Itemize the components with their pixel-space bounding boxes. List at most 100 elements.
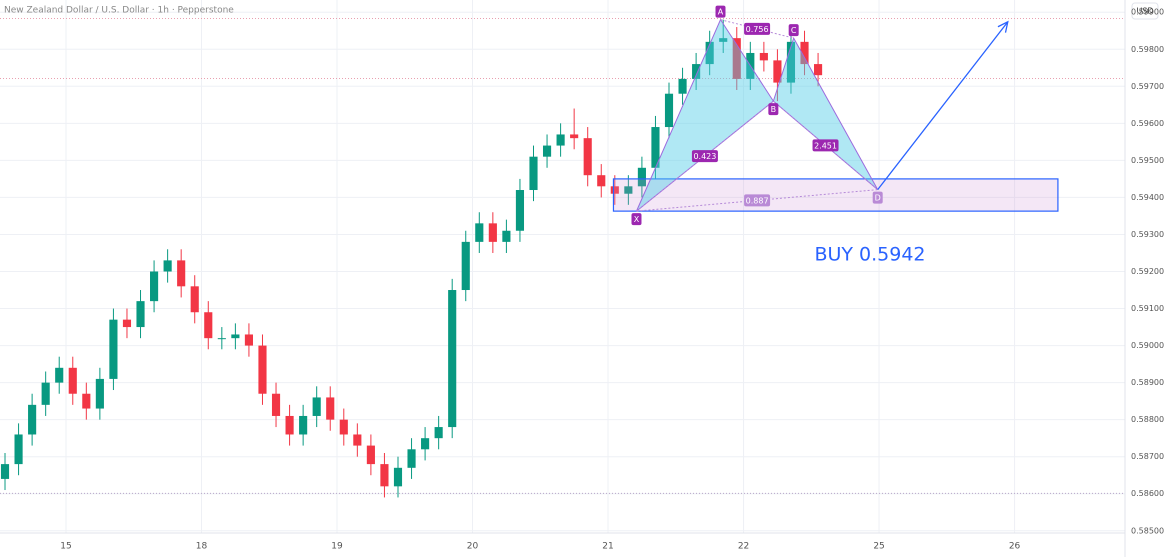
y-tick-label: 0.58900 <box>1131 378 1164 387</box>
candle-body <box>41 382 50 405</box>
candle-body <box>597 175 606 187</box>
candle-body <box>529 156 538 191</box>
candle-body <box>204 312 213 339</box>
candle-body <box>339 419 348 435</box>
candle-body <box>244 334 253 346</box>
candle-body <box>488 223 497 242</box>
candle-body <box>502 230 511 242</box>
y-tick-label: 0.59700 <box>1131 82 1164 91</box>
candle-body <box>664 93 674 128</box>
ratio-label: 0.887 <box>746 196 769 205</box>
y-tick-label: 0.58500 <box>1131 526 1164 535</box>
currency-badge[interactable] <box>1131 2 1159 20</box>
candle-body <box>637 167 646 187</box>
y-tick-label: 0.59400 <box>1131 193 1164 202</box>
candle-body <box>542 145 552 157</box>
chart-title: New Zealand Dollar / U.S. Dollar · 1h · … <box>4 6 234 16</box>
y-tick-label: 0.58700 <box>1131 452 1164 461</box>
candle-body <box>814 64 823 76</box>
ratio-line <box>636 100 774 212</box>
buy-zone <box>612 178 1059 212</box>
ratio-label: 0.756 <box>746 25 769 34</box>
y-tick-label: 0.59800 <box>1131 45 1164 54</box>
pattern-point-label: C <box>791 26 797 35</box>
candle-body <box>55 367 64 383</box>
candle-body <box>475 223 484 242</box>
pattern-point-label: A <box>718 8 724 17</box>
candle-body <box>14 434 23 465</box>
candle-body <box>122 319 132 328</box>
pattern-point-label: B <box>771 105 777 114</box>
candle-body <box>434 427 443 439</box>
x-tick-label: 26 <box>1009 542 1021 552</box>
candle-body <box>421 438 430 450</box>
y-tick-label: 0.59300 <box>1131 230 1164 239</box>
plot-area: 0.423 0.756 2.451 0.887 X A B C D BUY 0.5942 <box>0 5 1125 498</box>
y-tick-label: 0.59900 <box>1131 8 1164 17</box>
y-tick-label: 0.59500 <box>1131 156 1164 165</box>
annotation: BUY 0.5942 <box>814 244 925 266</box>
candle-body <box>610 186 619 194</box>
candle-body <box>448 290 457 428</box>
candle-body <box>285 415 294 435</box>
x-tick-label: 18 <box>196 542 208 552</box>
candle-body <box>651 127 660 168</box>
candle-body <box>217 338 226 340</box>
ratio-label: 0.423 <box>693 152 716 161</box>
pattern-point <box>872 191 883 204</box>
candle-body <box>190 286 199 313</box>
pattern-point-label: D <box>875 194 881 203</box>
candle-body <box>678 78 687 94</box>
ratio-badge <box>691 150 718 163</box>
x-tick-label: 20 <box>467 542 479 552</box>
currency-label: USD <box>1136 7 1153 16</box>
pattern-point <box>631 213 642 226</box>
candle-body <box>68 367 77 394</box>
ratio-badge <box>744 22 771 35</box>
candle-body <box>393 467 403 487</box>
x-tick-label: 25 <box>873 542 884 552</box>
candle-body <box>28 404 37 435</box>
pattern-point-label: X <box>634 215 640 224</box>
candle-body <box>570 134 579 139</box>
candle-body <box>271 393 281 416</box>
candle-body <box>82 393 91 409</box>
candle-body <box>163 260 172 272</box>
candle-body <box>692 64 701 79</box>
candle-body <box>407 449 416 468</box>
candle-body <box>800 41 809 65</box>
candle-body <box>380 464 389 487</box>
candle-body <box>0 464 10 479</box>
candle-body <box>719 38 728 42</box>
candle-body <box>786 41 796 83</box>
candle-body <box>95 378 104 409</box>
candle-body <box>461 241 470 291</box>
y-tick-label: 0.59100 <box>1131 304 1164 313</box>
candle-body <box>515 190 525 231</box>
ratio-badge <box>812 139 839 152</box>
candle-body <box>177 260 186 287</box>
y-tick-label: 0.59600 <box>1131 119 1164 128</box>
projection-arrow <box>877 21 1009 191</box>
candle-body <box>150 271 159 302</box>
candle-body <box>583 138 592 176</box>
ratio-label: 2.451 <box>814 141 837 150</box>
x-tick-label: 15 <box>60 542 71 552</box>
candle-body <box>299 415 308 435</box>
candle-body <box>732 38 741 79</box>
pattern-point <box>768 103 779 116</box>
candle-body <box>624 186 633 194</box>
candle-body <box>366 445 375 465</box>
y-tick-label: 0.58800 <box>1131 415 1164 424</box>
candle-body <box>109 319 118 379</box>
candle-body <box>326 397 335 420</box>
candle-body <box>705 41 714 65</box>
candle-body <box>258 345 267 394</box>
x-tick-label: 21 <box>602 542 613 552</box>
pattern-point <box>715 5 726 18</box>
pattern-point <box>788 24 799 37</box>
grid <box>0 0 1125 533</box>
ratio-badge <box>744 194 771 207</box>
